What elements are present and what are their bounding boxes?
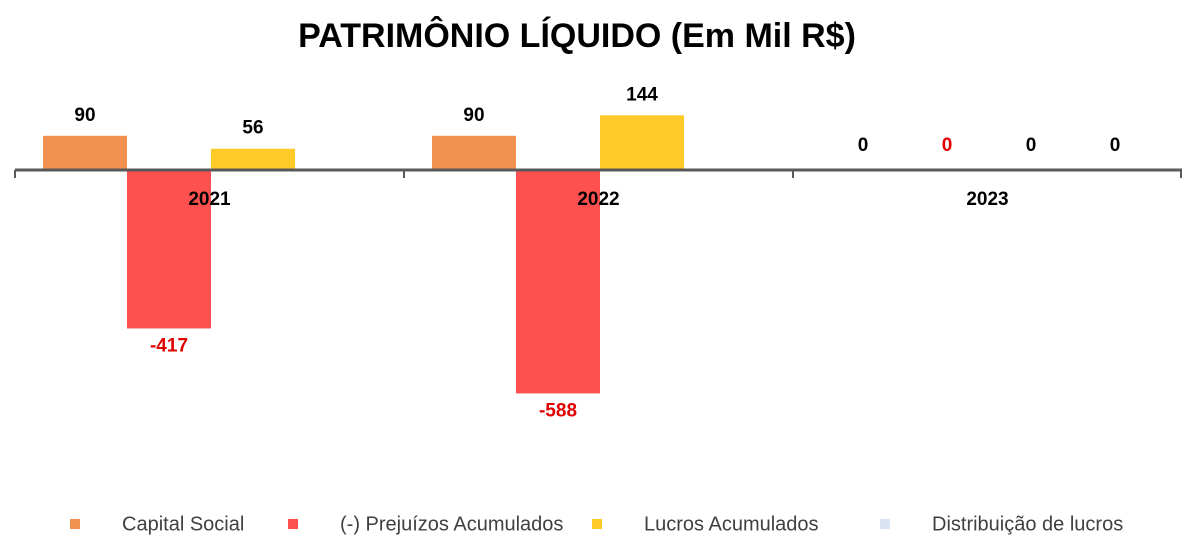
data-label: 0 bbox=[858, 135, 869, 156]
legend-swatch bbox=[880, 519, 890, 529]
bar bbox=[127, 170, 211, 329]
data-label: -417 bbox=[150, 335, 188, 356]
x-tick-label: 2023 bbox=[966, 189, 1008, 210]
bar bbox=[516, 170, 600, 394]
data-label: 90 bbox=[74, 105, 95, 126]
data-label: 144 bbox=[626, 84, 658, 105]
x-tick-label: 2021 bbox=[188, 189, 231, 210]
data-label: 90 bbox=[463, 105, 484, 126]
data-label: -588 bbox=[539, 400, 577, 421]
legend-swatch bbox=[70, 519, 80, 529]
data-label: 0 bbox=[942, 135, 953, 156]
legend-label: (-) Prejuízos Acumulados bbox=[340, 513, 563, 535]
legend-label: Lucros Acumulados bbox=[644, 513, 819, 535]
bar bbox=[600, 115, 684, 170]
legend-swatch bbox=[592, 519, 602, 529]
data-label: 0 bbox=[1110, 135, 1121, 156]
x-tick-label: 2022 bbox=[577, 189, 619, 210]
legend-swatch bbox=[288, 519, 298, 529]
bar bbox=[43, 135, 127, 170]
legend-label: Distribuição de lucros bbox=[932, 513, 1123, 535]
data-label: 56 bbox=[242, 118, 263, 139]
chart-title: PATRIMÔNIO LÍQUIDO (Em Mil R$) bbox=[298, 16, 856, 55]
bar bbox=[432, 135, 516, 170]
legend-label: Capital Social bbox=[122, 513, 244, 535]
bar bbox=[211, 148, 295, 170]
data-label: 0 bbox=[1026, 135, 1037, 156]
